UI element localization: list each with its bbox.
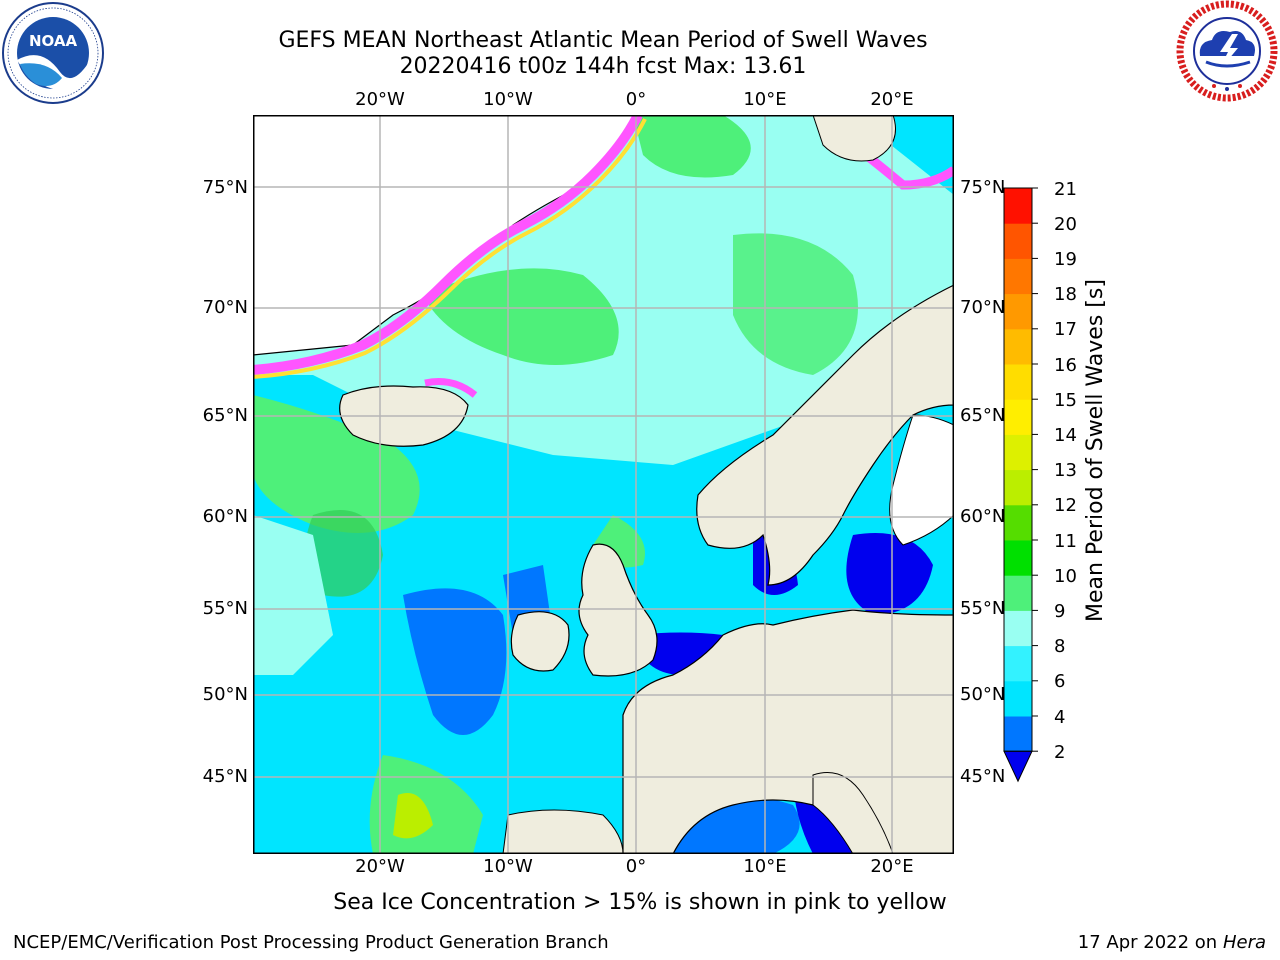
lon-label-top: 10°E bbox=[743, 89, 787, 110]
lat-label-left: 70°N bbox=[202, 297, 248, 318]
swell-area-9-10s bbox=[253, 395, 420, 533]
colorbar-tick-label: 10 bbox=[1054, 566, 1077, 587]
lon-label-bottom: 10°W bbox=[483, 856, 533, 877]
footer-host: Hera bbox=[1222, 932, 1266, 953]
colorbar-tick-label: 18 bbox=[1054, 284, 1077, 305]
colorbar-tick-label: 21 bbox=[1054, 179, 1077, 200]
colorbar-title: Mean Period of Swell Waves [s] bbox=[1083, 279, 1108, 622]
lon-label-top: 10°W bbox=[483, 89, 533, 110]
colorbar-segment bbox=[1004, 610, 1032, 647]
colorbar-tick-label: 14 bbox=[1054, 425, 1077, 446]
colorbar-tick-label: 15 bbox=[1054, 390, 1077, 411]
swell-area-12-13s bbox=[393, 793, 433, 839]
lat-label-left: 60°N bbox=[202, 506, 248, 527]
greenland-land bbox=[253, 115, 633, 355]
lon-label-top: 0° bbox=[625, 89, 647, 110]
colorbar-tick-label: 20 bbox=[1054, 214, 1077, 235]
graticule bbox=[253, 115, 954, 854]
lat-label-right: 60°N bbox=[960, 506, 1006, 527]
sea-ice-edge bbox=[253, 115, 643, 375]
lat-label-right: 55°N bbox=[960, 598, 1006, 619]
ireland-land bbox=[510, 611, 570, 672]
colorbar-segment bbox=[1004, 680, 1032, 717]
footer-date: 17 Apr 2022 on Hera bbox=[1078, 932, 1266, 954]
map-frame bbox=[253, 115, 954, 854]
lat-label-left: 50°N bbox=[202, 684, 248, 705]
chart-title: GEFS MEAN Northeast Atlantic Mean Period… bbox=[278, 28, 928, 53]
colorbar-svg bbox=[1003, 187, 1038, 783]
map-panel bbox=[253, 115, 954, 854]
colorbar-tick-label: 4 bbox=[1054, 707, 1066, 728]
lat-label-left: 65°N bbox=[202, 405, 248, 426]
svalbard-land bbox=[812, 115, 896, 162]
lon-label-top: 20°E bbox=[870, 89, 914, 110]
colorbar-extend-arrow bbox=[1003, 750, 1033, 783]
colorbar bbox=[994, 178, 1054, 790]
lon-label-bottom: 20°W bbox=[355, 856, 405, 877]
chart-subtitle: 20220416 t00z 144h fcst Max: 13.61 bbox=[399, 54, 807, 79]
nws-logo-icon bbox=[1176, 0, 1278, 102]
colorbar-segment bbox=[1004, 328, 1032, 365]
colorbar-segment bbox=[1004, 293, 1032, 330]
noaa-logo-text: NOAA bbox=[29, 32, 78, 50]
colorbar-segment bbox=[1004, 364, 1032, 400]
colorbar-segment bbox=[1004, 540, 1032, 576]
noaa-logo-icon: NOAA bbox=[2, 2, 104, 104]
lon-label-bottom: 20°E bbox=[870, 856, 914, 877]
swell-area-10-11s bbox=[305, 510, 383, 597]
colorbar-tick-label: 9 bbox=[1054, 601, 1066, 622]
colorbar-segment bbox=[1004, 258, 1032, 295]
lat-label-right: 65°N bbox=[960, 405, 1006, 426]
baltic-ice-free-area bbox=[889, 414, 954, 546]
colorbar-tick-label: 2 bbox=[1054, 742, 1066, 763]
colorbar-tick-label: 17 bbox=[1054, 319, 1077, 340]
map-svg bbox=[253, 115, 954, 854]
colorbar-tick-label: 6 bbox=[1054, 671, 1066, 692]
colorbar-tick-label: 16 bbox=[1054, 355, 1077, 376]
colorbar-segment bbox=[1004, 469, 1032, 506]
colorbar-segment bbox=[1004, 716, 1032, 752]
lon-label-top: 20°W bbox=[355, 89, 405, 110]
lat-label-right: 50°N bbox=[960, 684, 1006, 705]
lon-label-bottom: 0° bbox=[625, 856, 647, 877]
great-britain-land bbox=[578, 543, 658, 677]
lat-label-left: 45°N bbox=[202, 766, 248, 787]
scandinavia-land bbox=[696, 284, 954, 586]
lon-label-bottom: 10°E bbox=[743, 856, 787, 877]
swell-area-lt2s bbox=[846, 533, 933, 615]
colorbar-tick-label: 8 bbox=[1054, 636, 1066, 657]
iberia-land bbox=[502, 809, 624, 854]
colorbar-segment bbox=[1004, 575, 1032, 611]
lat-label-right: 75°N bbox=[960, 177, 1006, 198]
sea-ice-iceland bbox=[424, 378, 478, 398]
colorbar-tick-label: 12 bbox=[1054, 495, 1077, 516]
colorbar-tick-label: 13 bbox=[1054, 460, 1077, 481]
lat-label-left: 75°N bbox=[202, 177, 248, 198]
colorbar-tick-label: 19 bbox=[1054, 249, 1077, 270]
sea-ice-caption: Sea Ice Concentration > 15% is shown in … bbox=[333, 890, 947, 915]
colorbar-segment bbox=[1004, 188, 1032, 224]
sea-ice-edge-outer bbox=[253, 118, 647, 379]
colorbar-tick-label: 11 bbox=[1054, 531, 1077, 552]
lat-label-right: 70°N bbox=[960, 297, 1006, 318]
lat-label-left: 55°N bbox=[202, 598, 248, 619]
colorbar-segment bbox=[1004, 504, 1032, 541]
swell-area-9-10s bbox=[633, 115, 751, 178]
lat-label-right: 45°N bbox=[960, 766, 1006, 787]
footer-credit: NCEP/EMC/Verification Post Processing Pr… bbox=[13, 932, 609, 953]
swell-area-9-10s bbox=[423, 268, 619, 365]
swell-area-8-9s bbox=[253, 515, 333, 675]
colorbar-segment bbox=[1004, 223, 1032, 259]
colorbar-segment bbox=[1004, 645, 1032, 682]
footer-date-text: 17 Apr 2022 on bbox=[1077, 932, 1218, 953]
swell-area-2-4s bbox=[403, 588, 507, 735]
colorbar-segment bbox=[1004, 399, 1032, 435]
colorbar-segment bbox=[1004, 434, 1032, 471]
